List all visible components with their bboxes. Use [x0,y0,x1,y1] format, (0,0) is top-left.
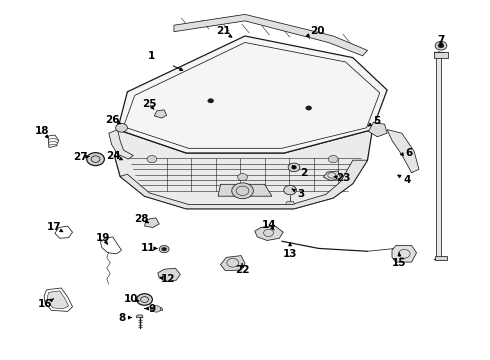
Polygon shape [323,171,341,181]
Text: 1: 1 [148,51,155,61]
Polygon shape [174,14,368,56]
Polygon shape [434,52,448,58]
Text: 13: 13 [283,249,297,259]
Polygon shape [158,268,180,282]
Text: 3: 3 [298,189,305,199]
Text: 25: 25 [142,99,157,109]
Polygon shape [118,36,387,153]
Polygon shape [48,291,69,309]
Polygon shape [150,308,163,310]
Polygon shape [392,246,416,262]
Text: 12: 12 [161,274,175,284]
Polygon shape [387,130,419,173]
Polygon shape [368,122,387,137]
Text: 23: 23 [336,173,350,183]
Text: 20: 20 [310,26,325,36]
Circle shape [116,123,127,132]
Circle shape [152,306,161,312]
Text: 27: 27 [74,152,88,162]
Polygon shape [435,256,447,260]
Text: 11: 11 [141,243,156,253]
Circle shape [438,44,444,48]
Text: 9: 9 [148,303,155,314]
Text: 18: 18 [34,126,49,136]
Circle shape [288,163,300,172]
Text: 28: 28 [134,214,148,224]
Text: 10: 10 [124,294,139,304]
Text: 4: 4 [403,175,411,185]
Circle shape [137,294,152,305]
Text: 2: 2 [300,168,307,178]
Polygon shape [154,110,167,118]
Text: 16: 16 [38,299,52,309]
Text: 26: 26 [105,114,120,125]
Text: 14: 14 [262,220,277,230]
Polygon shape [218,184,272,196]
Circle shape [284,185,296,195]
Text: 24: 24 [106,150,121,161]
Circle shape [147,156,157,163]
Text: 22: 22 [235,265,249,275]
Text: 8: 8 [118,312,125,323]
Text: 19: 19 [96,233,110,243]
Text: 5: 5 [374,116,381,126]
Polygon shape [220,256,245,271]
Circle shape [162,247,167,251]
Text: 6: 6 [406,148,413,158]
Polygon shape [145,218,159,228]
Polygon shape [136,315,143,318]
Circle shape [306,106,312,110]
Circle shape [435,41,447,50]
Circle shape [87,153,104,166]
Polygon shape [115,130,372,209]
Polygon shape [286,202,294,204]
Circle shape [208,99,214,103]
Text: 21: 21 [216,26,230,36]
Circle shape [238,174,247,181]
Circle shape [159,246,169,253]
Text: 7: 7 [437,35,445,45]
Polygon shape [120,160,368,209]
Polygon shape [109,130,133,159]
Circle shape [232,183,253,199]
Circle shape [328,156,338,163]
Text: 17: 17 [47,222,61,232]
Polygon shape [255,226,283,240]
Polygon shape [436,52,441,259]
Text: 15: 15 [392,258,407,268]
Circle shape [292,166,296,169]
